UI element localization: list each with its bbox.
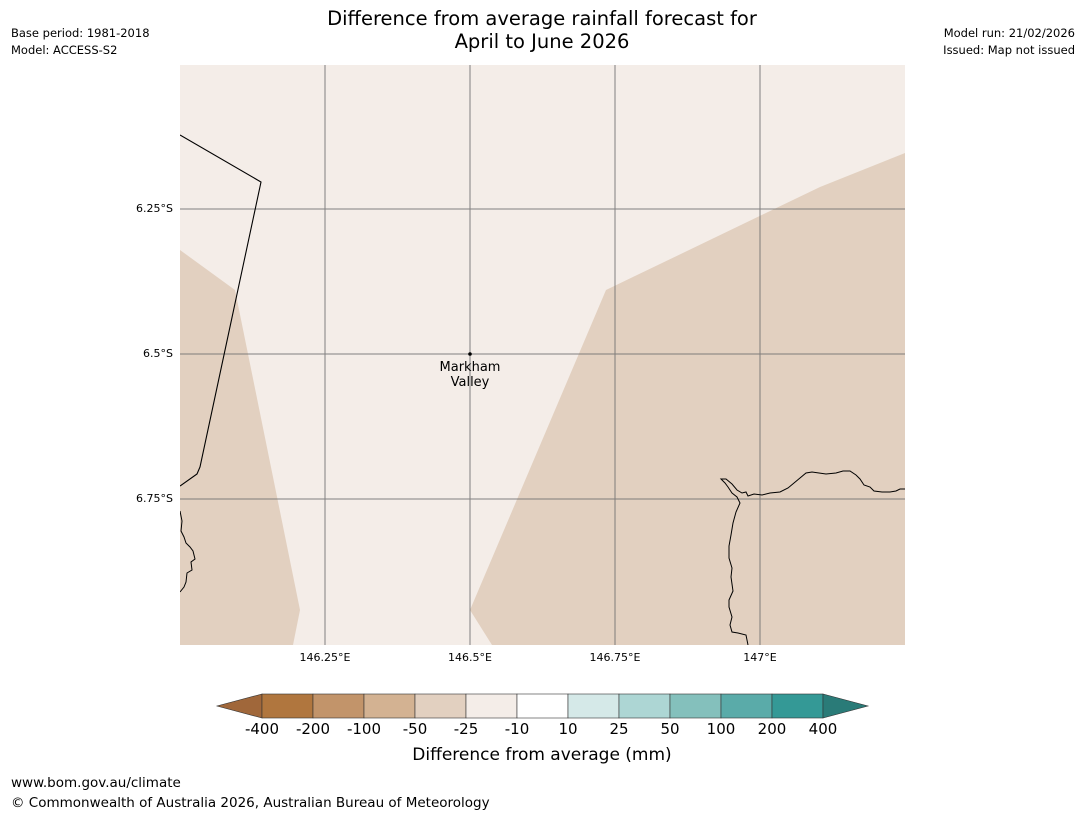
legend-swatch-1 [312,693,365,719]
coastline-east [719,470,905,645]
coastline-west [180,510,196,593]
legend-swatch-5 [516,693,569,719]
footer-copyright: © Commonwealth of Australia 2026, Austra… [11,795,490,811]
model-run-text: Model run: 21/02/2026 [943,26,1075,40]
legend-tick-label: -25 [453,720,479,738]
legend-tick-label: -10 [504,720,530,738]
header-right: Model run: 21/02/2026 Issued: Map not is… [943,25,1075,59]
place-marker [468,352,472,356]
legend-tick-label: 50 [660,720,680,738]
lat-label-6-25: 6.25°S [136,202,173,215]
title-line-1: Difference from average rainfall forecas… [327,7,757,30]
title-line-2: April to June 2026 [454,30,630,53]
legend-tick-label: -400 [244,720,280,738]
legend-tick-label: 10 [558,720,578,738]
legend-swatches [215,693,870,719]
legend-tick-label: 25 [609,720,629,738]
legend-extend-high [822,693,870,719]
legend-swatch-8 [669,693,722,719]
legend-tick-label: 400 [808,720,838,738]
map-title: Difference from average rainfall forecas… [242,7,842,53]
legend-tick-label: -100 [346,720,382,738]
legend-tick-label: 100 [706,720,736,738]
header-left: Base period: 1981-2018 Model: ACCESS-S2 [11,25,150,59]
shaded-region-east [470,153,905,645]
legend-swatch-6 [567,693,620,719]
legend-extend-low [215,693,263,719]
lon-label-146-5: 146.5°E [448,651,492,664]
place-label-line-2: Valley [450,375,490,390]
legend-swatch-10 [771,693,824,719]
legend-title: Difference from average (mm) [412,745,672,765]
model-text: Model: ACCESS-S2 [11,43,118,57]
legend-swatch-9 [720,693,773,719]
lon-label-146-25: 146.25°E [299,651,351,664]
legend-swatch-3 [414,693,467,719]
legend-swatch-0 [261,693,314,719]
legend-swatch-4 [465,693,518,719]
map-canvas [180,65,905,645]
shaded-region-west [180,250,300,645]
legend-tick-label: -50 [402,720,428,738]
legend-colorbar [215,693,870,719]
legend-tick-label: 200 [757,720,787,738]
forecast-map[interactable] [180,65,905,645]
place-label-line-1: Markham [439,360,501,375]
footer-url[interactable]: www.bom.gov.au/climate [11,775,181,791]
legend-swatch-2 [363,693,416,719]
lat-label-6-5: 6.5°S [143,347,173,360]
base-period-text: Base period: 1981-2018 [11,26,150,40]
legend-tick-label: -200 [295,720,331,738]
lon-label-146-75: 146.75°E [589,651,641,664]
lon-label-147: 147°E [743,651,777,664]
legend-swatch-7 [618,693,671,719]
lat-label-6-75: 6.75°S [136,492,173,505]
boundary-line [180,134,262,487]
issued-text: Issued: Map not issued [943,43,1075,57]
place-label-markham-valley: Markham Valley [420,360,520,390]
